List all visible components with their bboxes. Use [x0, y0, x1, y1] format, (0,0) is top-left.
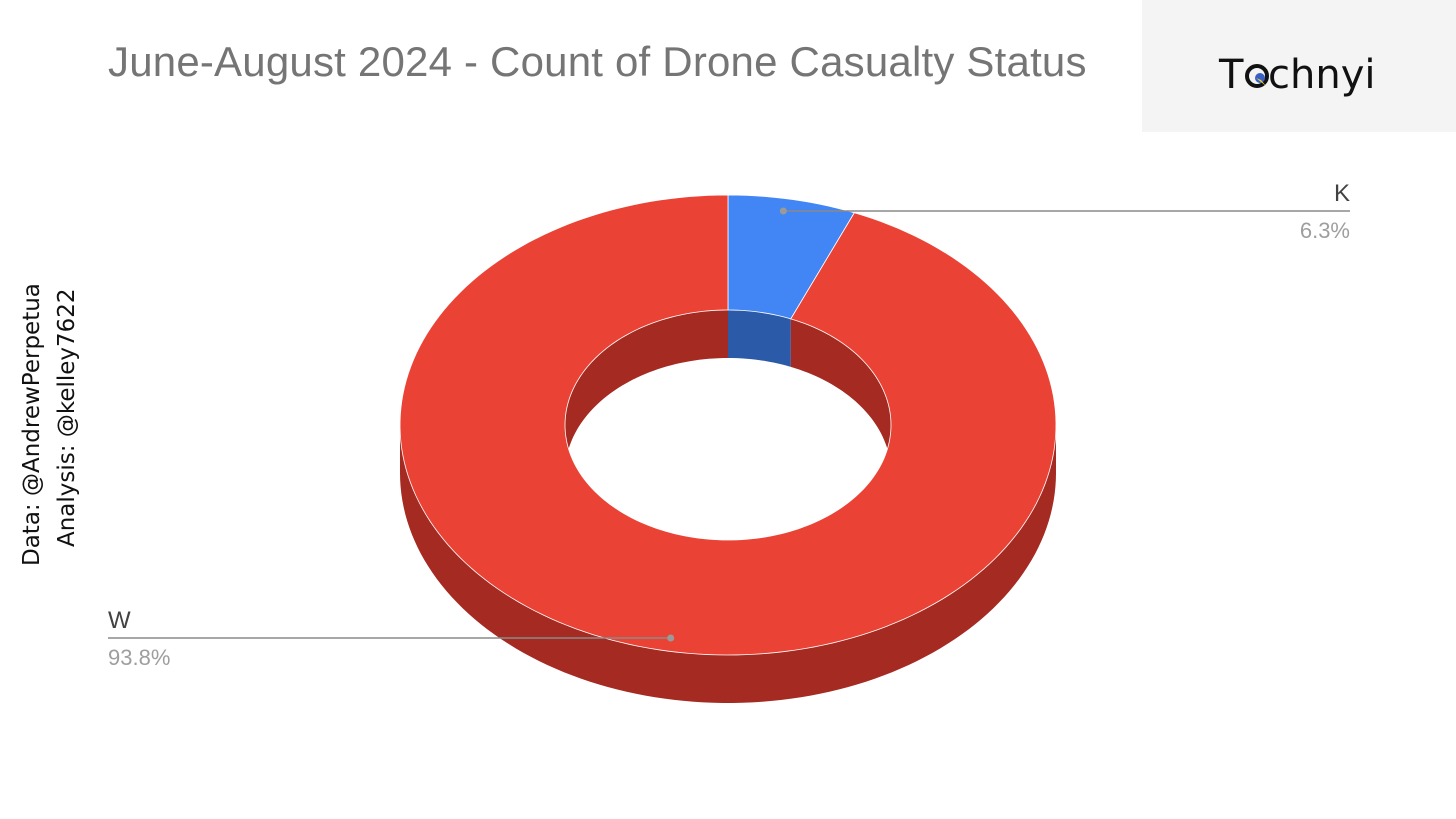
slice-percent-w: 93.8%: [108, 645, 170, 670]
leader-dot-k: [779, 207, 787, 215]
credits-rotated: Data: @AndrewPerpetua Analysis: @kelley7…: [19, 283, 80, 566]
credit-data-source: Data: @AndrewPerpetua: [19, 283, 45, 566]
donut-sides: [400, 425, 1056, 703]
credit-analysis: Analysis: @kelley7622: [54, 288, 80, 547]
slice-side-w: [400, 425, 1056, 703]
logo-eye-icon: [1245, 64, 1269, 88]
slice-inner-wall-k-0: [728, 310, 791, 367]
technyi-logo: T chnyi: [1218, 52, 1375, 98]
logo-text-end: chnyi: [1268, 52, 1375, 98]
slice-w[interactable]: [399, 194, 1057, 656]
leader-dot-w: [667, 634, 675, 642]
slice-labels: K 6.3% W 93.8%: [108, 180, 1350, 670]
slice-inner-wall-w-0: [790, 318, 891, 473]
chart-title: June-August 2024 - Count of Drone Casual…: [108, 38, 1087, 85]
logo-text-start: T: [1218, 52, 1244, 98]
donut-tops: [399, 194, 1057, 656]
logo: T chnyi: [1142, 0, 1456, 132]
slice-inner-wall-w-1: [565, 310, 728, 473]
slice-percent-k: 6.3%: [1300, 218, 1350, 243]
slice-label-w: W: [108, 607, 131, 634]
slice-label-k: K: [1334, 180, 1350, 207]
credits: Data: @AndrewPerpetua Analysis: @kelley7…: [14, 250, 88, 570]
